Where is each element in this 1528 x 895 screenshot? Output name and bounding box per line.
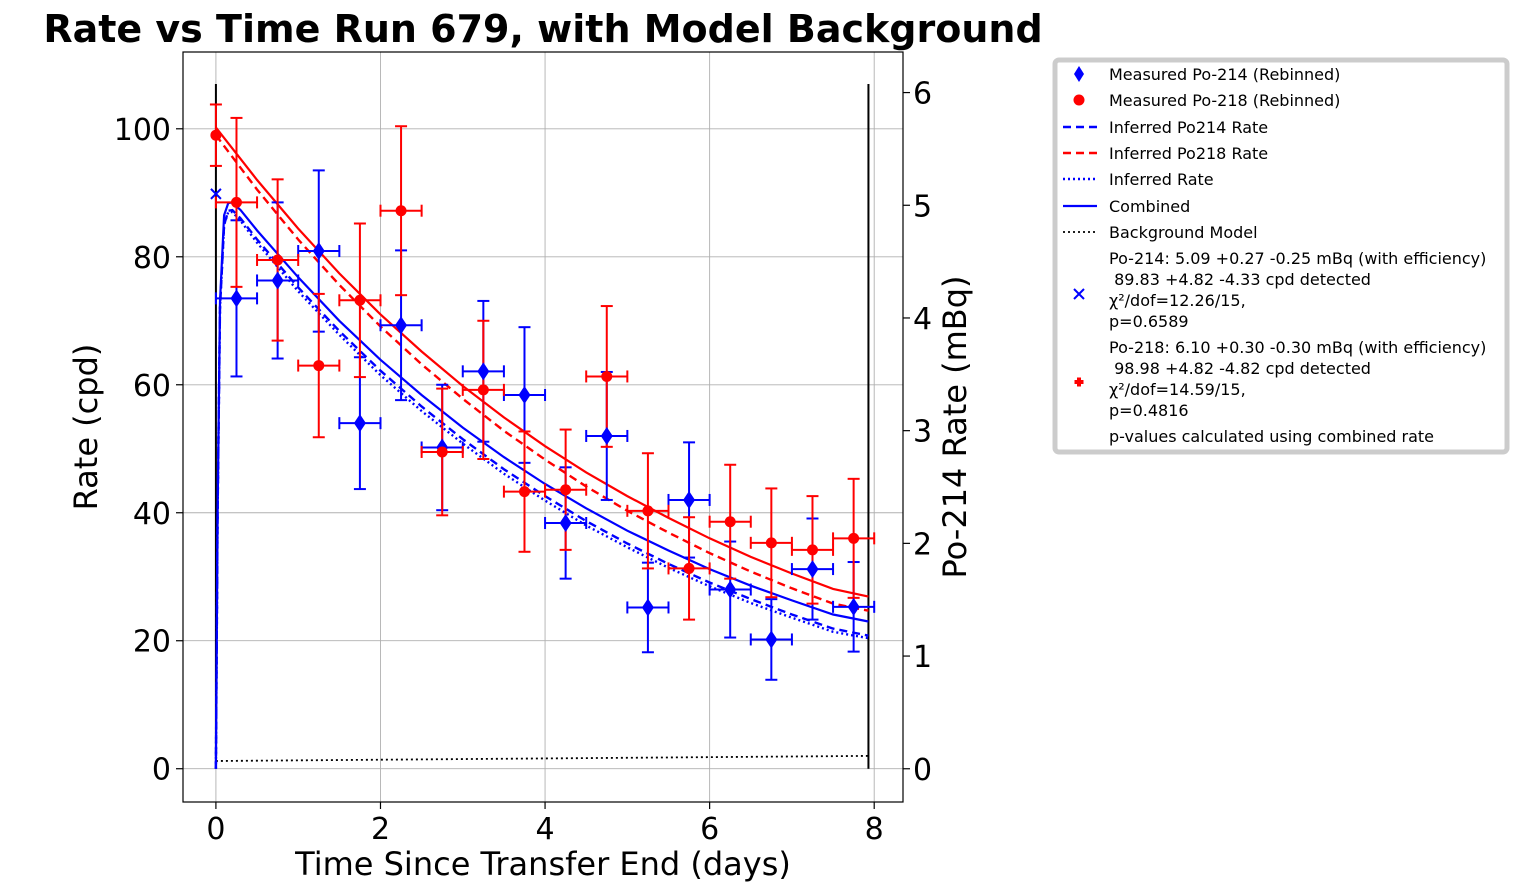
chart-title: Rate vs Time Run 679, with Model Backgro… <box>43 7 1042 51</box>
po218-marker <box>765 537 777 549</box>
y2-tick-label: 6 <box>913 77 932 112</box>
po214-marker <box>847 597 860 616</box>
po214-fit-marker <box>210 188 222 200</box>
y-tick-label: 60 <box>133 369 171 404</box>
plot-frame <box>182 51 904 803</box>
po218-marker <box>230 196 242 208</box>
po218-marker <box>272 254 284 266</box>
po214-marker <box>395 316 408 335</box>
po214-marker <box>518 386 531 405</box>
po214-marker <box>559 513 572 532</box>
po218-marker <box>724 516 736 528</box>
legend-entry: Inferred Rate <box>1109 170 1214 189</box>
po214-marker <box>230 289 243 308</box>
po214-marker <box>353 414 366 433</box>
y-tick-label: 80 <box>133 241 171 276</box>
x-axis-label: Time Since Transfer End (days) <box>294 845 791 883</box>
legend: Measured Po-214 (Rebinned) Measured Po-21… <box>1052 57 1510 455</box>
po214-marker <box>641 598 654 617</box>
po214-marker <box>806 560 819 579</box>
y2-tick-label: 0 <box>913 753 932 788</box>
x-tick-label: 2 <box>371 812 390 847</box>
legend-po218-summary: Po-218: 6.10 +0.30 -0.30 mBq (with effic… <box>1109 338 1486 420</box>
legend-entry: Measured Po-218 (Rebinned) <box>1109 91 1340 110</box>
y-tick-label: 0 <box>152 753 171 788</box>
legend-po214-summary: Po-214: 5.09 +0.27 -0.25 mBq (with effic… <box>1109 249 1486 331</box>
combined-po218-line <box>215 126 869 598</box>
legend-entry: Background Model <box>1109 223 1258 242</box>
y-tick-label: 100 <box>114 113 171 148</box>
legend-entry: Measured Po-214 (Rebinned) <box>1109 65 1340 84</box>
legend-po214-summary-line: 89.83 +4.82 -4.33 cpd detected <box>1109 270 1371 289</box>
po214-marker <box>477 362 490 381</box>
legend-entry: Combined <box>1109 197 1190 216</box>
y2-tick-label: 1 <box>913 640 932 675</box>
po218-marker <box>436 446 448 458</box>
legend-frame <box>1052 57 1510 455</box>
combined-po214-line <box>214 201 869 769</box>
grid <box>183 52 903 802</box>
legend-po214-summary-line: p=0.6589 <box>1109 312 1189 331</box>
background-model-line <box>215 755 869 762</box>
inferred-rate-line <box>214 210 869 769</box>
y-tick-label: 40 <box>133 497 171 532</box>
legend-po214-summary-line: χ²/dof=12.26/15, <box>1109 291 1246 310</box>
legend-footnote: p-values calculated using combined rate <box>1109 427 1434 446</box>
po214-marker <box>600 426 613 445</box>
po218-fit-marker <box>211 130 221 140</box>
po218-marker <box>683 562 695 574</box>
legend-po214-marker <box>1074 66 1084 82</box>
po218-marker <box>806 544 818 556</box>
legend-po218-summary-line: Po-218: 6.10 +0.30 -0.30 mBq (with effic… <box>1109 338 1486 357</box>
po218-marker <box>354 294 366 306</box>
plot-content <box>209 83 876 769</box>
y-axis-right: 0 1 2 3 4 5 6 <box>903 77 932 788</box>
po218-marker <box>477 384 489 396</box>
legend-po218-summary-line: p=0.4816 <box>1109 401 1189 420</box>
legend-entry: Inferred Po218 Rate <box>1109 144 1268 163</box>
po214-marker <box>683 490 696 509</box>
y2-tick-label: 2 <box>913 527 932 562</box>
po218-marker <box>313 360 325 372</box>
po218-marker <box>395 205 407 217</box>
legend-entry: Inferred Po214 Rate <box>1109 118 1268 137</box>
inferred-po218-line <box>214 134 869 612</box>
inferred-po214-line <box>214 208 869 769</box>
x-tick-label: 0 <box>206 812 225 847</box>
legend-po218-summary-line: χ²/dof=14.59/15, <box>1109 380 1246 399</box>
y-axis-label: Rate (cpd) <box>67 344 105 511</box>
x-tick-label: 8 <box>865 812 884 847</box>
po214-marker <box>765 630 778 649</box>
po218-marker <box>518 486 530 498</box>
legend-po214-summary-line: Po-214: 5.09 +0.27 -0.25 mBq (with effic… <box>1109 249 1486 268</box>
po218-marker <box>642 505 654 517</box>
po218-marker <box>848 532 860 544</box>
y2-tick-label: 3 <box>913 415 932 450</box>
x-tick-label: 6 <box>700 812 719 847</box>
po218-marker <box>560 484 572 496</box>
po214-marker <box>312 242 325 261</box>
legend-po214-fit-marker <box>1073 288 1085 300</box>
legend-po218-marker <box>1073 94 1085 106</box>
y-axis-left: 0 20 40 60 80 100 <box>114 113 183 788</box>
x-axis: 0 2 4 6 8 <box>206 802 884 847</box>
po214-marker <box>271 271 284 290</box>
legend-po218-summary-line: 98.98 +4.82 -4.82 cpd detected <box>1109 359 1371 378</box>
po218-marker <box>601 370 613 382</box>
y2-tick-label: 4 <box>913 302 932 337</box>
x-tick-label: 4 <box>536 812 555 847</box>
y-tick-label: 20 <box>133 625 171 660</box>
po214-marker <box>724 580 737 599</box>
legend-po218-fit-marker <box>1074 377 1084 387</box>
y2-axis-label: Po-214 Rate (mBq) <box>936 275 974 578</box>
y2-tick-label: 5 <box>913 189 932 224</box>
